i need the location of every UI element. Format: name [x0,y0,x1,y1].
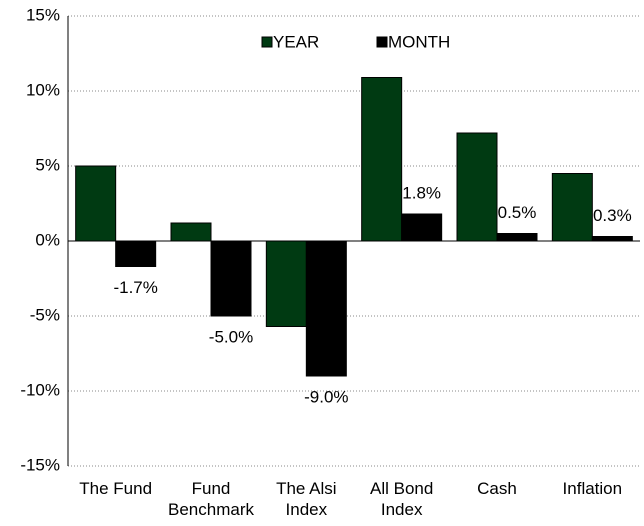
legend-label: MONTH [388,32,450,51]
y-tick-label: -5% [30,305,60,324]
data-label: -1.7% [113,278,157,297]
bar [456,132,498,242]
bar [551,173,593,242]
bar [75,165,117,242]
legend-swatch [376,36,388,48]
data-label: 0.5% [498,203,537,222]
y-tick-label: 0% [35,230,60,249]
y-tick-label: -15% [20,455,60,474]
data-label: 1.8% [402,183,441,202]
x-tick-label: Inflation [562,479,623,498]
y-tick-label: 5% [35,155,60,174]
bar [265,240,307,327]
data-label: 0.3% [593,206,632,225]
data-label: -9.0% [304,387,348,406]
y-tick-label: -10% [20,380,60,399]
x-tick-label: Cash [477,479,517,498]
bar [170,222,212,242]
bar [305,240,347,377]
data-label: -5.0% [209,327,253,346]
legend-swatch [261,36,273,48]
y-tick-label: 10% [26,80,60,99]
bar [591,236,633,242]
bar [496,233,538,242]
x-tick-label: The Fund [79,479,153,498]
bar [210,240,252,317]
x-tick-label: The Alsi Index [276,479,337,519]
x-tick-label: Fund Benchmark [168,479,254,519]
y-tick-label: 15% [26,5,60,24]
x-tick-label: All Bond Index [369,479,434,519]
bar [115,240,157,267]
bar [361,77,403,242]
bar [401,213,443,242]
legend-label: YEAR [273,32,319,51]
